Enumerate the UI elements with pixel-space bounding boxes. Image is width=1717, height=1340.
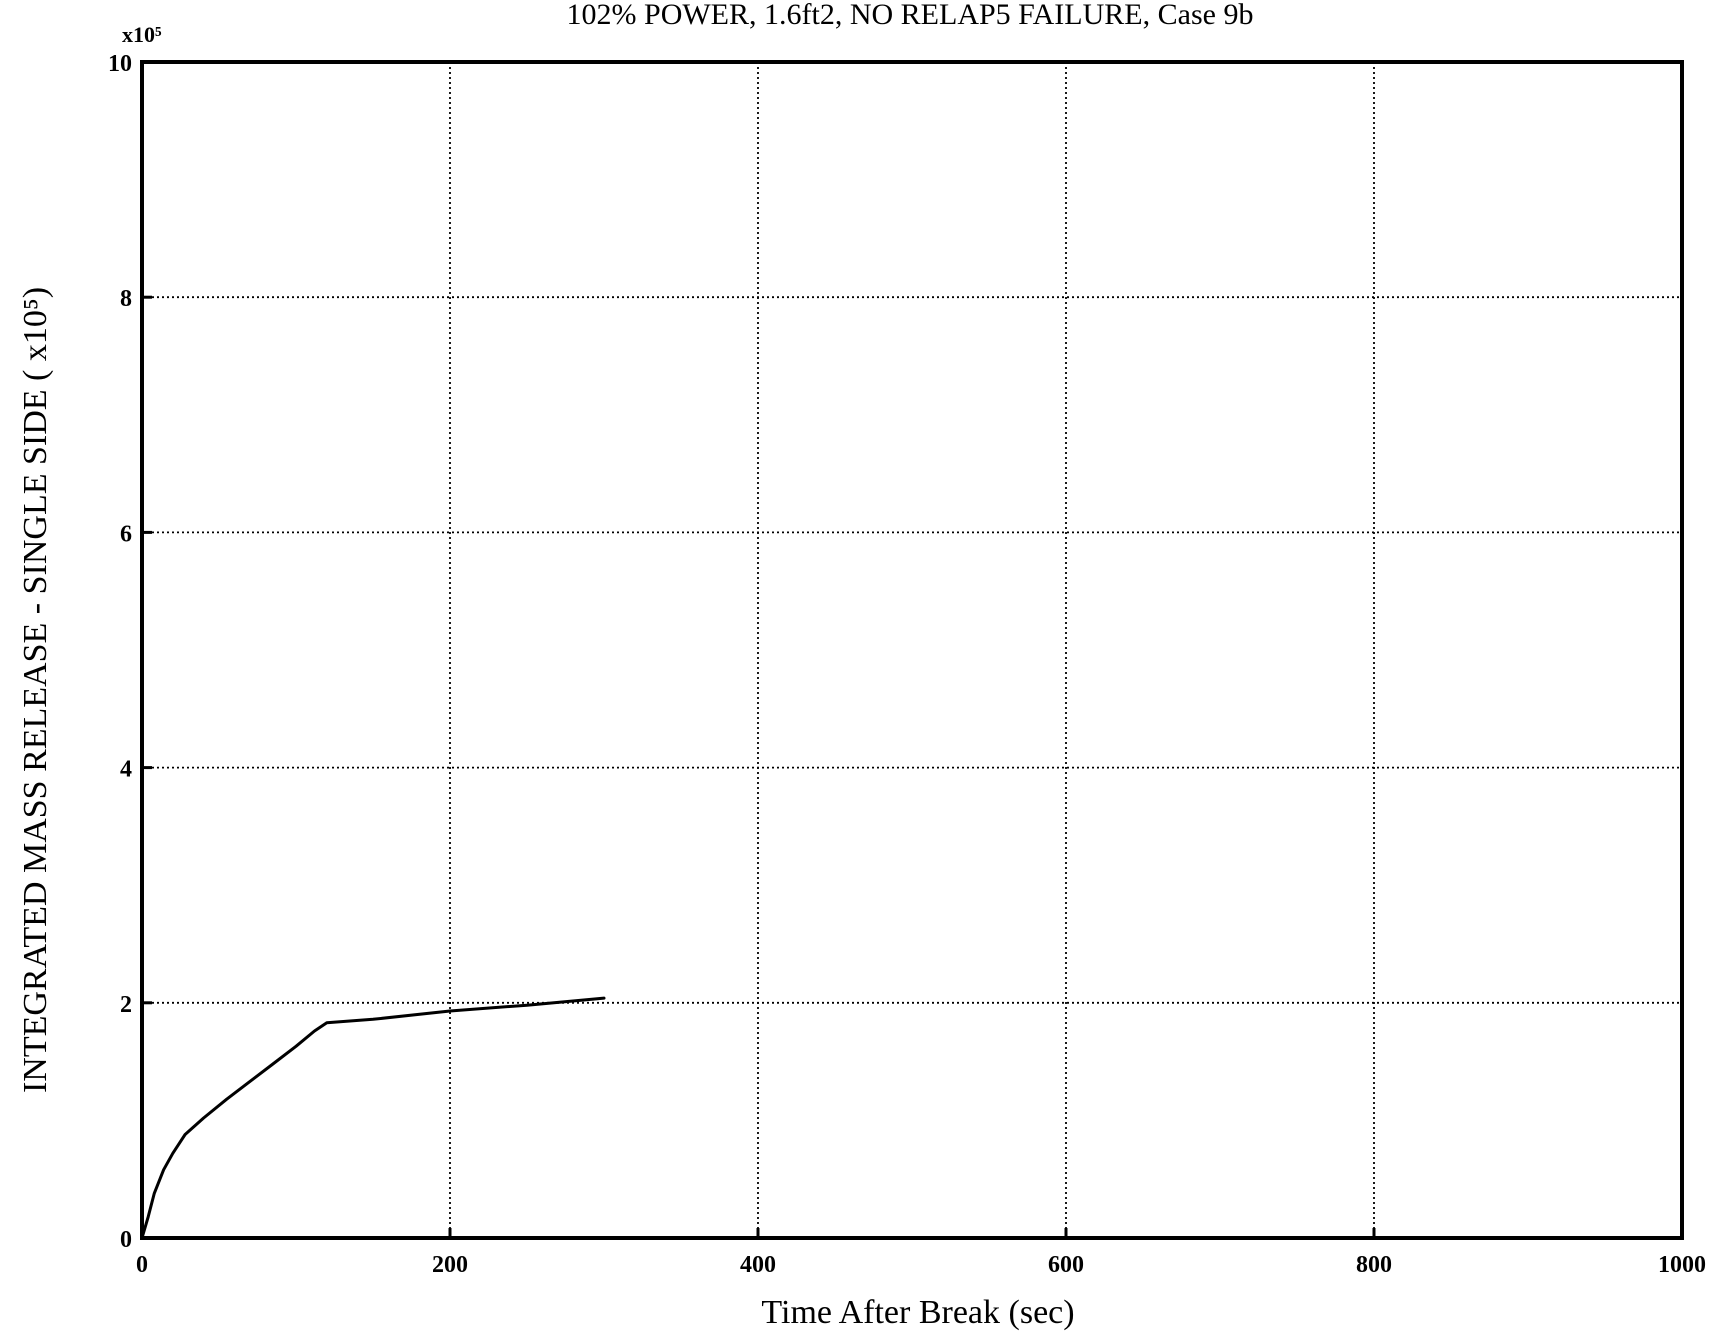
x-tick-label: 800 [1356,1252,1392,1278]
grid-lines [142,62,1682,1238]
axis-ticks: 0 200 400 600 800 1000 0 2 4 6 8 10 [108,51,1706,1278]
y-tick-label: 8 [120,286,132,312]
chart-title: 102% POWER, 1.6ft2, NO RELAP5 FAILURE, C… [567,0,1254,31]
x-tick-label: 200 [432,1252,468,1278]
x-tick-label: 0 [136,1252,148,1278]
x-tick-label: 400 [740,1252,776,1278]
series-line [140,996,606,1240]
y-tick-label: 2 [120,992,132,1018]
plot-frame [140,60,1684,1240]
y-multiplier-label: x10⁵ [122,22,162,47]
y-tick-label: 10 [108,51,132,77]
x-tick-label: 1000 [1658,1252,1706,1278]
x-axis-title: Time After Break (sec) [761,1294,1074,1331]
y-tick-label: 4 [120,757,132,783]
x-tick-label: 600 [1048,1252,1084,1278]
y-tick-label: 6 [120,521,132,547]
series-layer [140,996,606,1240]
y-axis-title: INTEGRATED MASS RELEASE - SINGLE SIDE ( … [17,287,54,1093]
y-tick-label: 0 [120,1227,132,1253]
